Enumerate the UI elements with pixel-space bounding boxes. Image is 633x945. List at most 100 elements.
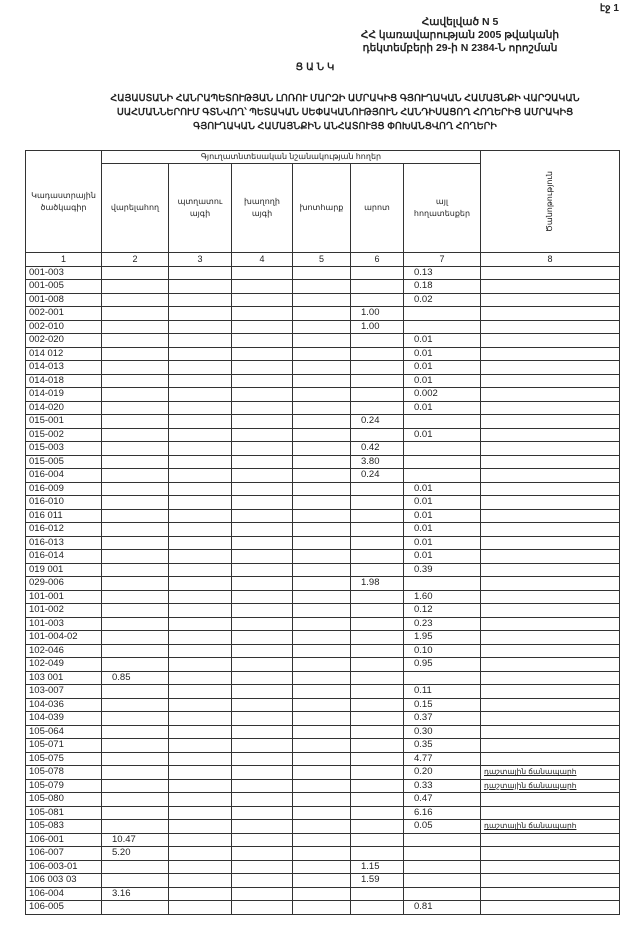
note-cell [480, 468, 620, 483]
area-cell: 0.24 [350, 414, 404, 429]
area-cell [292, 441, 351, 456]
area-cell [350, 711, 404, 726]
area-cell [168, 346, 232, 361]
area-cell [350, 373, 404, 388]
area-cell: 0.24 [350, 468, 404, 483]
area-cell [292, 630, 351, 645]
cadastral-code: 106-007 [25, 846, 102, 861]
cadastral-code: 105-083 [25, 819, 102, 834]
cadastral-code: 106 003 03 [25, 873, 102, 888]
area-cell [292, 495, 351, 510]
area-cell [168, 522, 232, 537]
area-cell [292, 724, 351, 739]
area-cell [292, 279, 351, 294]
cadastral-code: 101-003 [25, 616, 102, 631]
area-cell [292, 414, 351, 429]
area-cell [101, 819, 169, 834]
area-cell [292, 292, 351, 307]
area-cell [231, 859, 293, 874]
cadastral-code: 105-079 [25, 778, 102, 793]
area-cell [168, 279, 232, 294]
cadastral-code: 106-003-01 [25, 859, 102, 874]
area-cell [292, 535, 351, 550]
area-cell [292, 792, 351, 807]
area-cell [231, 765, 293, 780]
area-cell [168, 360, 232, 375]
note-cell [480, 805, 620, 820]
area-cell [292, 711, 351, 726]
area-cell [101, 805, 169, 820]
area-cell [403, 441, 481, 456]
note-cell [480, 387, 620, 402]
area-cell [168, 400, 232, 415]
cadastral-code: 105-075 [25, 751, 102, 766]
cadastral-code: 016 011 [25, 508, 102, 523]
area-cell [292, 373, 351, 388]
area-cell [101, 684, 169, 699]
table-row: 015-003 0.42 [25, 441, 620, 456]
cadastral-code: 102-049 [25, 657, 102, 672]
col-header: այլ հողատեսքեր [403, 163, 481, 253]
area-cell [168, 832, 232, 847]
column-number: 8 [480, 252, 620, 267]
area-cell: 0.05 [403, 819, 481, 834]
land-table: Կադաստրային ծածկագիր Գյուղատնտեսական նշա… [25, 150, 620, 915]
note-cell [480, 549, 620, 564]
area-cell [168, 657, 232, 672]
cadastral-code: 016-010 [25, 495, 102, 510]
area-cell [350, 589, 404, 604]
area-cell [350, 738, 404, 753]
table-row: 101-002 0.12 [25, 603, 620, 618]
column-number: 5 [292, 252, 351, 267]
area-cell [350, 562, 404, 577]
area-cell [231, 319, 293, 334]
area-cell: 1.00 [350, 306, 404, 321]
area-cell [101, 508, 169, 523]
area-cell [101, 468, 169, 483]
note-cell [480, 414, 620, 429]
table-row: 002-001 1.00 [25, 306, 620, 321]
area-cell [168, 265, 232, 280]
area-cell [101, 657, 169, 672]
area-cell [101, 319, 169, 334]
area-cell [231, 643, 293, 658]
area-cell [350, 900, 404, 915]
area-cell [168, 724, 232, 739]
area-cell [101, 279, 169, 294]
area-cell [292, 778, 351, 793]
area-cell: 1.60 [403, 589, 481, 604]
cadastral-code: 102-046 [25, 643, 102, 658]
note-cell [480, 535, 620, 550]
note-cell [480, 832, 620, 847]
area-cell: 0.37 [403, 711, 481, 726]
area-cell [350, 751, 404, 766]
area-cell [101, 603, 169, 618]
area-cell [292, 643, 351, 658]
area-cell [350, 346, 404, 361]
area-cell [231, 481, 293, 496]
area-cell [231, 738, 293, 753]
area-cell: 1.98 [350, 576, 404, 591]
area-cell [350, 792, 404, 807]
area-cell: 0.85 [101, 670, 169, 685]
note-cell [480, 724, 620, 739]
table-row: 105-071 0.35 [25, 738, 620, 753]
area-cell [101, 873, 169, 888]
area-cell [403, 468, 481, 483]
area-cell: 0.01 [403, 481, 481, 496]
area-cell: 0.12 [403, 603, 481, 618]
area-cell [168, 373, 232, 388]
area-cell [292, 873, 351, 888]
table-row: 102-046 0.10 [25, 643, 620, 658]
area-cell [101, 373, 169, 388]
area-cell [350, 522, 404, 537]
area-cell [168, 697, 232, 712]
table-row: 016-014 0.01 [25, 549, 620, 564]
area-cell: 0.11 [403, 684, 481, 699]
area-cell [403, 859, 481, 874]
area-cell [292, 481, 351, 496]
cadastral-code: 104-036 [25, 697, 102, 712]
area-cell [168, 454, 232, 469]
table-row: 016-012 0.01 [25, 522, 620, 537]
